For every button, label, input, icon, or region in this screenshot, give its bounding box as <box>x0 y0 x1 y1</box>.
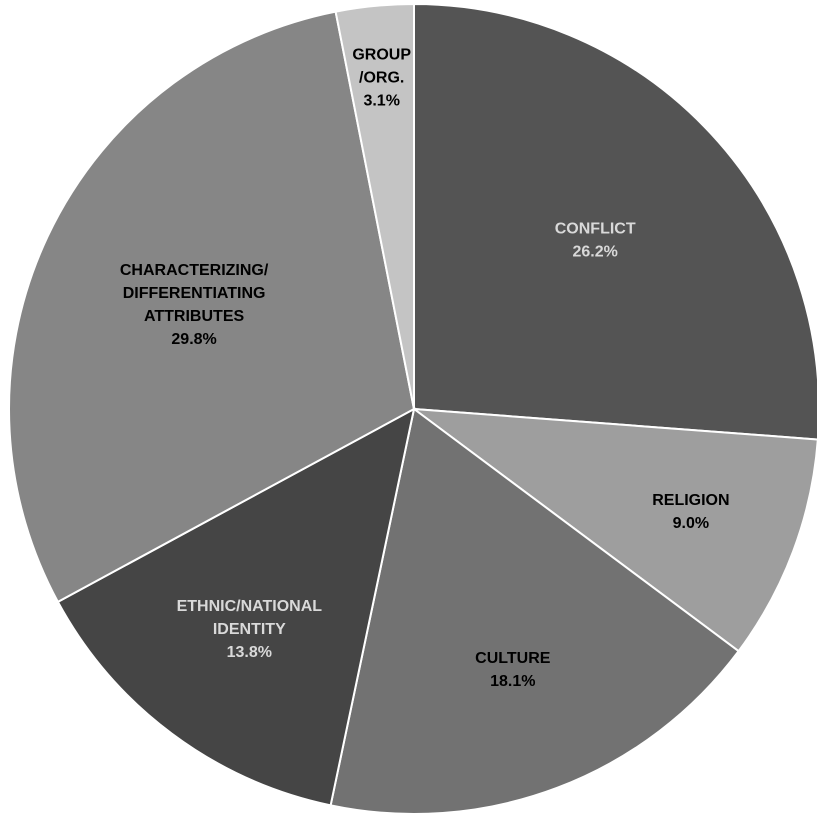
slice-category-religion: RELIGION <box>652 492 729 509</box>
slices-layer <box>8 2 817 815</box>
slice-value-ethnic-national-identity: 13.8% <box>227 644 272 661</box>
slice-category-group-org: GROUP <box>352 47 411 64</box>
slice-category-characterizing-differentiating-attributes: ATTRIBUTES <box>144 308 244 325</box>
pie-slice-characterizing-differentiating-attributes <box>8 10 416 604</box>
slice-label-conflict: CONFLICT 26.2% <box>555 221 636 261</box>
slice-value-group-org: 3.1% <box>363 93 399 110</box>
pie-slice-culture <box>329 407 741 815</box>
slice-category-characterizing-differentiating-attributes: CHARACTERIZING/ <box>120 262 269 279</box>
slice-value-characterizing-differentiating-attributes: 29.8% <box>171 331 216 348</box>
slice-label-culture: CULTURE 18.1% <box>475 650 551 690</box>
slice-category-ethnic-national-identity: IDENTITY <box>213 621 286 638</box>
slice-category-characterizing-differentiating-attributes: DIFFERENTIATING <box>123 285 266 302</box>
slice-value-culture: 18.1% <box>490 673 535 690</box>
labels-layer: CONFLICT 26.2% RELIGION 9.0% CULTURE 18.1% ETH… <box>120 47 730 690</box>
slice-label-characterizing-differentiating-attributes: CHARACTERIZING/DIFFERENTIATING ATTRIBUTES… <box>120 262 269 348</box>
slice-label-ethnic-national-identity: ETHNIC/NATIONAL IDENTITY 13.8% <box>177 598 323 661</box>
slice-value-religion: 9.0% <box>673 515 709 532</box>
pie-slice-religion <box>410 407 817 653</box>
pie-slice-conflict <box>413 2 817 441</box>
slice-category-group-org: /ORG. <box>359 70 404 87</box>
slice-category-conflict: CONFLICT <box>555 221 636 238</box>
pie-slice-group-org <box>334 2 415 410</box>
slice-category-culture: CULTURE <box>475 650 551 667</box>
pie-slice-ethnic-national-identity <box>56 407 416 807</box>
slice-label-religion: RELIGION 9.0% <box>652 492 729 532</box>
slice-label-group-org: GROUP/ORG. 3.1% <box>352 47 411 110</box>
slice-value-conflict: 26.2% <box>573 244 618 261</box>
slice-category-ethnic-national-identity: ETHNIC/NATIONAL <box>177 598 323 615</box>
